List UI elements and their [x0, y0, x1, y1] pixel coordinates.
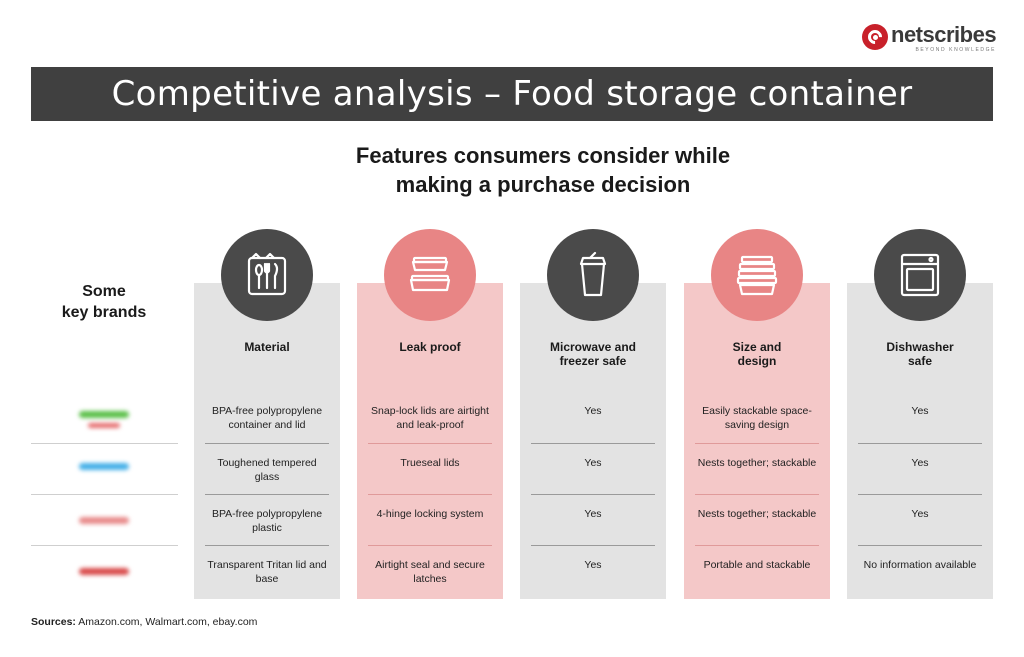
row-separator — [858, 545, 982, 546]
column-dishwasher — [847, 283, 993, 599]
logo-tagline: BEYOND KNOWLEDGE — [915, 47, 997, 53]
dishwasher-icon — [874, 229, 966, 321]
cell-microwave-3: Yes — [584, 508, 602, 520]
sources-note: Sources: Amazon.com, Walmart.com, ebay.c… — [31, 616, 257, 628]
brands-label-line-2: key brands — [61, 304, 147, 321]
header-leak-proof: Leak proof — [399, 340, 461, 354]
brand-separator — [31, 443, 178, 444]
brands-label: Some key brands — [40, 281, 168, 323]
header-material: Material — [244, 340, 290, 354]
brand-2-logo — [79, 463, 129, 470]
cell-leak-proof-3: 4-hinge locking system — [376, 508, 484, 520]
brand-separator — [31, 545, 178, 546]
header-microwave-freezer: Microwave and freezer safe — [549, 340, 637, 368]
column-material — [194, 283, 340, 599]
logo-mark-icon — [862, 24, 888, 50]
header-size-design: Size and design — [732, 340, 782, 368]
brands-label-line-1: Some — [82, 283, 126, 300]
utensils-icon — [221, 229, 313, 321]
subtitle-line-1: Features consumers consider while — [355, 143, 731, 168]
row-separator — [205, 443, 329, 444]
row-separator — [858, 494, 982, 495]
brand-separator — [31, 494, 178, 495]
netscribes-logo: netscribes BEYOND KNOWLEDGE — [862, 22, 997, 53]
cell-dishwasher-3: Yes — [911, 508, 929, 520]
sources-text: Amazon.com, Walmart.com, ebay.com — [75, 616, 258, 628]
brand-1-logo-red — [88, 423, 120, 428]
stacked-containers-icon — [384, 229, 476, 321]
logo-name: netscribes — [891, 22, 997, 47]
cell-dishwasher-4: No information available — [863, 559, 977, 571]
row-separator — [695, 545, 819, 546]
cell-size-design-3: Nests together; stackable — [697, 508, 817, 520]
subtitle-line-2: making a purchase decision — [395, 172, 691, 197]
cell-leak-proof-4: Airtight seal and secure latches — [375, 559, 485, 585]
row-separator — [858, 443, 982, 444]
row-separator — [368, 494, 492, 495]
cell-material-2: Toughened tempered glass — [217, 457, 317, 483]
column-microwave-freezer — [520, 283, 666, 599]
cell-microwave-1: Yes — [584, 405, 602, 417]
row-separator — [531, 443, 655, 444]
row-separator — [368, 443, 492, 444]
subtitle: Features consumers consider while making… — [300, 141, 786, 199]
cell-microwave-4: Yes — [584, 559, 602, 571]
title-band: Competitive analysis – Food storage cont… — [31, 67, 993, 121]
row-separator — [368, 545, 492, 546]
brand-4-logo — [79, 568, 129, 575]
cell-size-design-4: Portable and stackable — [703, 559, 811, 571]
header-dishwasher: Dishwasher safe — [886, 340, 954, 368]
cell-microwave-2: Yes — [584, 457, 602, 469]
column-leak-proof — [357, 283, 503, 599]
row-separator — [695, 494, 819, 495]
cell-size-design-1: Easily stackable space-saving design — [702, 405, 812, 431]
cell-material-3: BPA-free polypropylene plastic — [211, 508, 323, 534]
cell-dishwasher-2: Yes — [911, 457, 929, 469]
cell-material-4: Transparent Tritan lid and base — [207, 559, 327, 585]
row-separator — [695, 443, 819, 444]
cell-leak-proof-2: Trueseal lids — [400, 457, 460, 469]
column-size-design — [684, 283, 830, 599]
cell-material-1: BPA-free polypropylene container and lid — [211, 405, 323, 431]
cup-icon — [547, 229, 639, 321]
brand-1-logo-green — [79, 411, 129, 418]
row-separator — [531, 494, 655, 495]
cell-dishwasher-1: Yes — [911, 405, 929, 417]
brand-3-logo — [79, 517, 129, 524]
stack-icon — [711, 229, 803, 321]
row-separator — [205, 494, 329, 495]
row-separator — [205, 545, 329, 546]
sources-label: Sources: — [31, 616, 76, 628]
row-separator — [531, 545, 655, 546]
cell-leak-proof-1: Snap-lock lids are airtight and leak-pro… — [371, 405, 489, 431]
cell-size-design-2: Nests together; stackable — [697, 457, 817, 469]
page-title: Competitive analysis – Food storage cont… — [111, 74, 913, 114]
